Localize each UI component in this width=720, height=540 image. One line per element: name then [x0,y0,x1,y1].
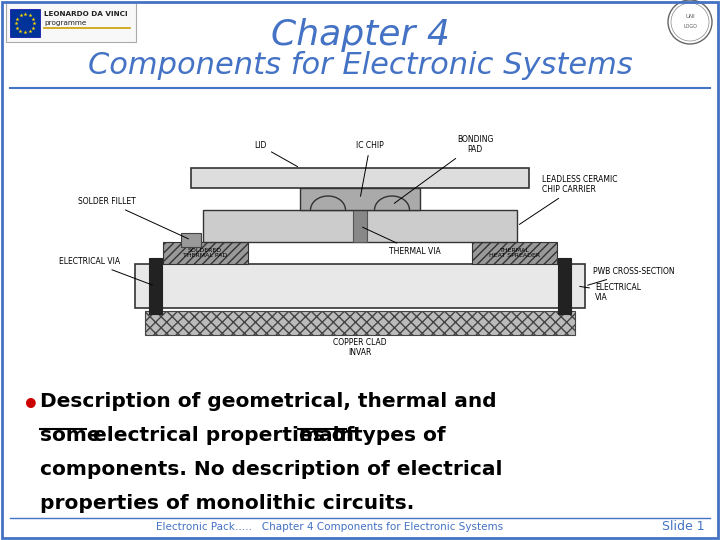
Text: Electronic Pack…..   Chapter 4 Components for Electronic Systems: Electronic Pack….. Chapter 4 Components … [156,522,503,532]
Text: ELECTRICAL VIA: ELECTRICAL VIA [60,257,153,285]
Bar [203,210,517,242]
Bar [472,242,557,264]
Text: ELECTRICAL
VIA: ELECTRICAL VIA [580,282,641,302]
Text: SOLDERED
THERMAL PAD: SOLDERED THERMAL PAD [183,248,227,259]
Text: BONDING
PAD: BONDING PAD [395,134,493,204]
Text: THERMAL
HEAT SPREADER: THERMAL HEAT SPREADER [490,248,541,259]
Text: IC CHIP: IC CHIP [356,141,384,196]
Bar [353,188,367,242]
Text: •: • [22,392,40,420]
FancyBboxPatch shape [6,2,136,42]
Text: LID: LID [254,141,297,167]
Bar [10,9,40,37]
Bar [191,168,529,188]
Text: THERMAL VIA: THERMAL VIA [362,227,441,256]
Bar [145,311,575,335]
Text: COPPER CLAD
INVAR: COPPER CLAD INVAR [333,338,387,357]
Text: components. No description of electrical: components. No description of electrical [40,460,503,479]
Text: UNI: UNI [685,15,695,19]
Text: electrical properties of: electrical properties of [86,426,361,445]
Text: LEONARDO DA VINCI: LEONARDO DA VINCI [44,11,127,17]
Text: LOGO: LOGO [683,24,697,29]
Bar [163,242,248,264]
Bar [181,233,201,247]
Bar [558,258,571,314]
Text: SOLDER FILLET: SOLDER FILLET [78,197,189,239]
Text: programme: programme [44,20,86,26]
Text: Slide 1: Slide 1 [662,521,705,534]
Text: Description of geometrical, thermal and: Description of geometrical, thermal and [40,392,497,411]
Bar [149,258,162,314]
Text: some: some [40,426,101,445]
Bar [300,188,420,210]
Text: main: main [298,426,354,445]
Text: Components for Electronic Systems: Components for Electronic Systems [88,51,632,80]
Text: properties of monolithic circuits.: properties of monolithic circuits. [40,494,414,513]
Text: Chapter 4: Chapter 4 [271,18,449,52]
Text: types of: types of [346,426,446,445]
Text: LEADLESS CERAMIC
CHIP CARRIER: LEADLESS CERAMIC CHIP CARRIER [519,174,618,225]
Text: PWB CROSS-SECTION: PWB CROSS-SECTION [588,267,675,285]
Bar [135,264,585,308]
